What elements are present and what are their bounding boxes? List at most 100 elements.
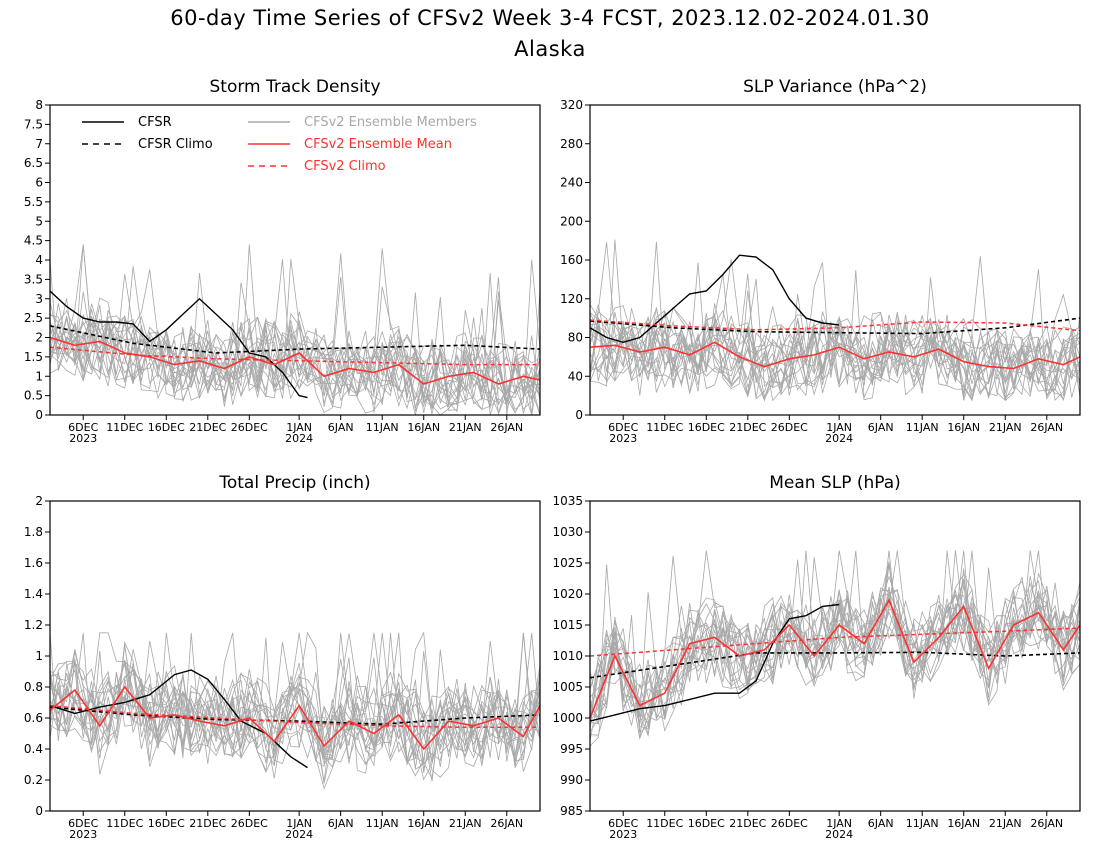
- x-tick-label: 16JAN: [407, 421, 440, 434]
- cfsr-line: [590, 254, 840, 344]
- y-tick-label: 0: [35, 804, 43, 818]
- x-tick-label: 26JAN: [1030, 421, 1063, 434]
- cfsr-climo-line: [50, 325, 540, 354]
- panel-title: SLP Variance (hPa^2): [743, 77, 927, 97]
- ensemble-member-line: [50, 259, 540, 409]
- ensemble-mean-line: [50, 685, 540, 751]
- y-tick-label: 160: [560, 253, 583, 267]
- x-tick-label: 11JAN: [906, 817, 939, 830]
- y-tick-label: 200: [560, 214, 583, 228]
- x-tick-label: 16DEC: [688, 817, 725, 830]
- y-tick-label: 990: [560, 773, 583, 787]
- cfsv2-climo-line: [590, 627, 1080, 657]
- panel-title: Mean SLP (hPa): [769, 473, 901, 493]
- ensemble-member-line: [50, 315, 540, 415]
- chart-panel-3: Total Precip (inch) 0 0.2 0.4 0.6 0.8 1 1.2 1.4 1…: [24, 473, 541, 841]
- y-tick-label: 4.5: [24, 234, 43, 248]
- plot-frame: [589, 104, 1081, 416]
- cfsr-climo-line: [50, 706, 540, 726]
- ensemble-member-line: [50, 632, 540, 761]
- ensemble-member-line: [50, 289, 540, 415]
- ensemble-member-line: [590, 306, 1080, 389]
- panel-title: Storm Track Density: [209, 77, 380, 97]
- y-tick-label: 1: [35, 649, 43, 663]
- y-tick-label: 0.2: [24, 773, 43, 787]
- chart-panel-1: Storm Track Density 0 0.5 1 1.5 2 2.5 3 3.5 4 4.5 5…: [24, 77, 541, 445]
- legend: CFSR CFSR Climo CFSv2 Ensemble Members CFSv…: [82, 115, 477, 174]
- y-tick-label: 5: [35, 214, 43, 228]
- y-tick-label: 1030: [552, 525, 583, 539]
- y-tick-label: 40: [568, 369, 583, 383]
- x-tick-label: 21DEC: [189, 421, 226, 434]
- y-tick-label: 1.2: [24, 618, 43, 632]
- x-tick-label: 6JAN: [868, 817, 894, 830]
- chart-panel-2: SLP Variance (hPa^2) 0 40 80 120 160 200 240 280…: [560, 77, 1081, 445]
- ensemble-member-line: [590, 550, 1080, 735]
- cfsr-line: [590, 603, 840, 722]
- x-tick-label: 6DEC: [68, 421, 98, 434]
- ensemble-member-line: [50, 649, 540, 762]
- x-tick-label: 11JAN: [906, 421, 939, 434]
- x-tick-label: 11JAN: [366, 421, 399, 434]
- x-tick-label: 6DEC: [608, 817, 638, 830]
- ensemble-member-line: [50, 632, 540, 770]
- cfsr-line: [50, 290, 308, 399]
- ensemble-member-line: [50, 244, 540, 408]
- ensemble-member-line: [590, 256, 1080, 385]
- y-tick-label: 7: [35, 137, 43, 151]
- x-tick-label: 1JAN: [286, 817, 312, 830]
- y-tick-label: 1.6: [24, 556, 43, 570]
- y-tick-label: 1000: [552, 711, 583, 725]
- ensemble-member-line: [590, 559, 1080, 726]
- figure-title: 60-day Time Series of CFSv2 Week 3-4 FCS…: [170, 6, 930, 30]
- y-tick-label: 6: [35, 176, 43, 190]
- x-tick-label: 16JAN: [407, 817, 440, 830]
- x-tick-label: 26DEC: [231, 817, 268, 830]
- plot-frame: [589, 500, 1081, 812]
- x-year-label: 2023: [69, 432, 97, 445]
- x-tick-label: 1JAN: [286, 421, 312, 434]
- ensemble-member-line: [590, 573, 1080, 734]
- x-tick-label: 16DEC: [148, 817, 185, 830]
- plot-area: [50, 244, 540, 415]
- y-tick-label: 280: [560, 137, 583, 151]
- y-tick-label: 3.5: [24, 272, 43, 286]
- x-tick-label: 1JAN: [826, 421, 852, 434]
- y-tick-label: 1: [35, 369, 43, 383]
- x-tick-label: 6JAN: [868, 421, 894, 434]
- panel-title: Total Precip (inch): [218, 473, 370, 493]
- y-tick-label: 3: [35, 292, 43, 306]
- x-tick-label: 16JAN: [947, 817, 980, 830]
- x-tick-label: 26JAN: [490, 421, 523, 434]
- legend-entry: CFSR Climo: [138, 137, 213, 152]
- y-tick-label: 1035: [552, 494, 583, 508]
- y-tick-label: 320: [560, 98, 583, 112]
- cfsv2-climo-line: [50, 704, 540, 729]
- x-tick-label: 11DEC: [646, 421, 683, 434]
- y-tick-label: 4: [35, 253, 43, 267]
- legend-entry: CFSv2 Ensemble Mean: [304, 137, 452, 152]
- ensemble-member-line: [590, 550, 1080, 722]
- x-year-label: 2024: [285, 828, 313, 841]
- x-tick-label: 26DEC: [231, 421, 268, 434]
- legend-entry: CFSv2 Climo: [304, 159, 386, 174]
- y-tick-label: 0.4: [24, 742, 43, 756]
- plot-frame: [49, 104, 541, 416]
- ensemble-member-line: [50, 259, 540, 409]
- y-tick-label: 0.8: [24, 680, 43, 694]
- y-tick-label: 0: [35, 408, 43, 422]
- cfsr-climo-line: [590, 651, 1080, 679]
- x-year-label: 2023: [609, 432, 637, 445]
- y-tick-label: 2.5: [24, 311, 43, 325]
- x-tick-label: 21JAN: [449, 421, 482, 434]
- y-tick-label: 0: [575, 408, 583, 422]
- cfsr-climo-line: [590, 317, 1080, 335]
- cfsv2-climo-line: [590, 319, 1080, 332]
- y-tick-label: 7.5: [24, 117, 43, 131]
- x-tick-label: 11DEC: [646, 817, 683, 830]
- ensemble-member-line: [590, 278, 1080, 387]
- y-tick-label: 1010: [552, 649, 583, 663]
- x-tick-label: 26DEC: [771, 817, 808, 830]
- y-tick-label: 240: [560, 176, 583, 190]
- x-tick-label: 16DEC: [148, 421, 185, 434]
